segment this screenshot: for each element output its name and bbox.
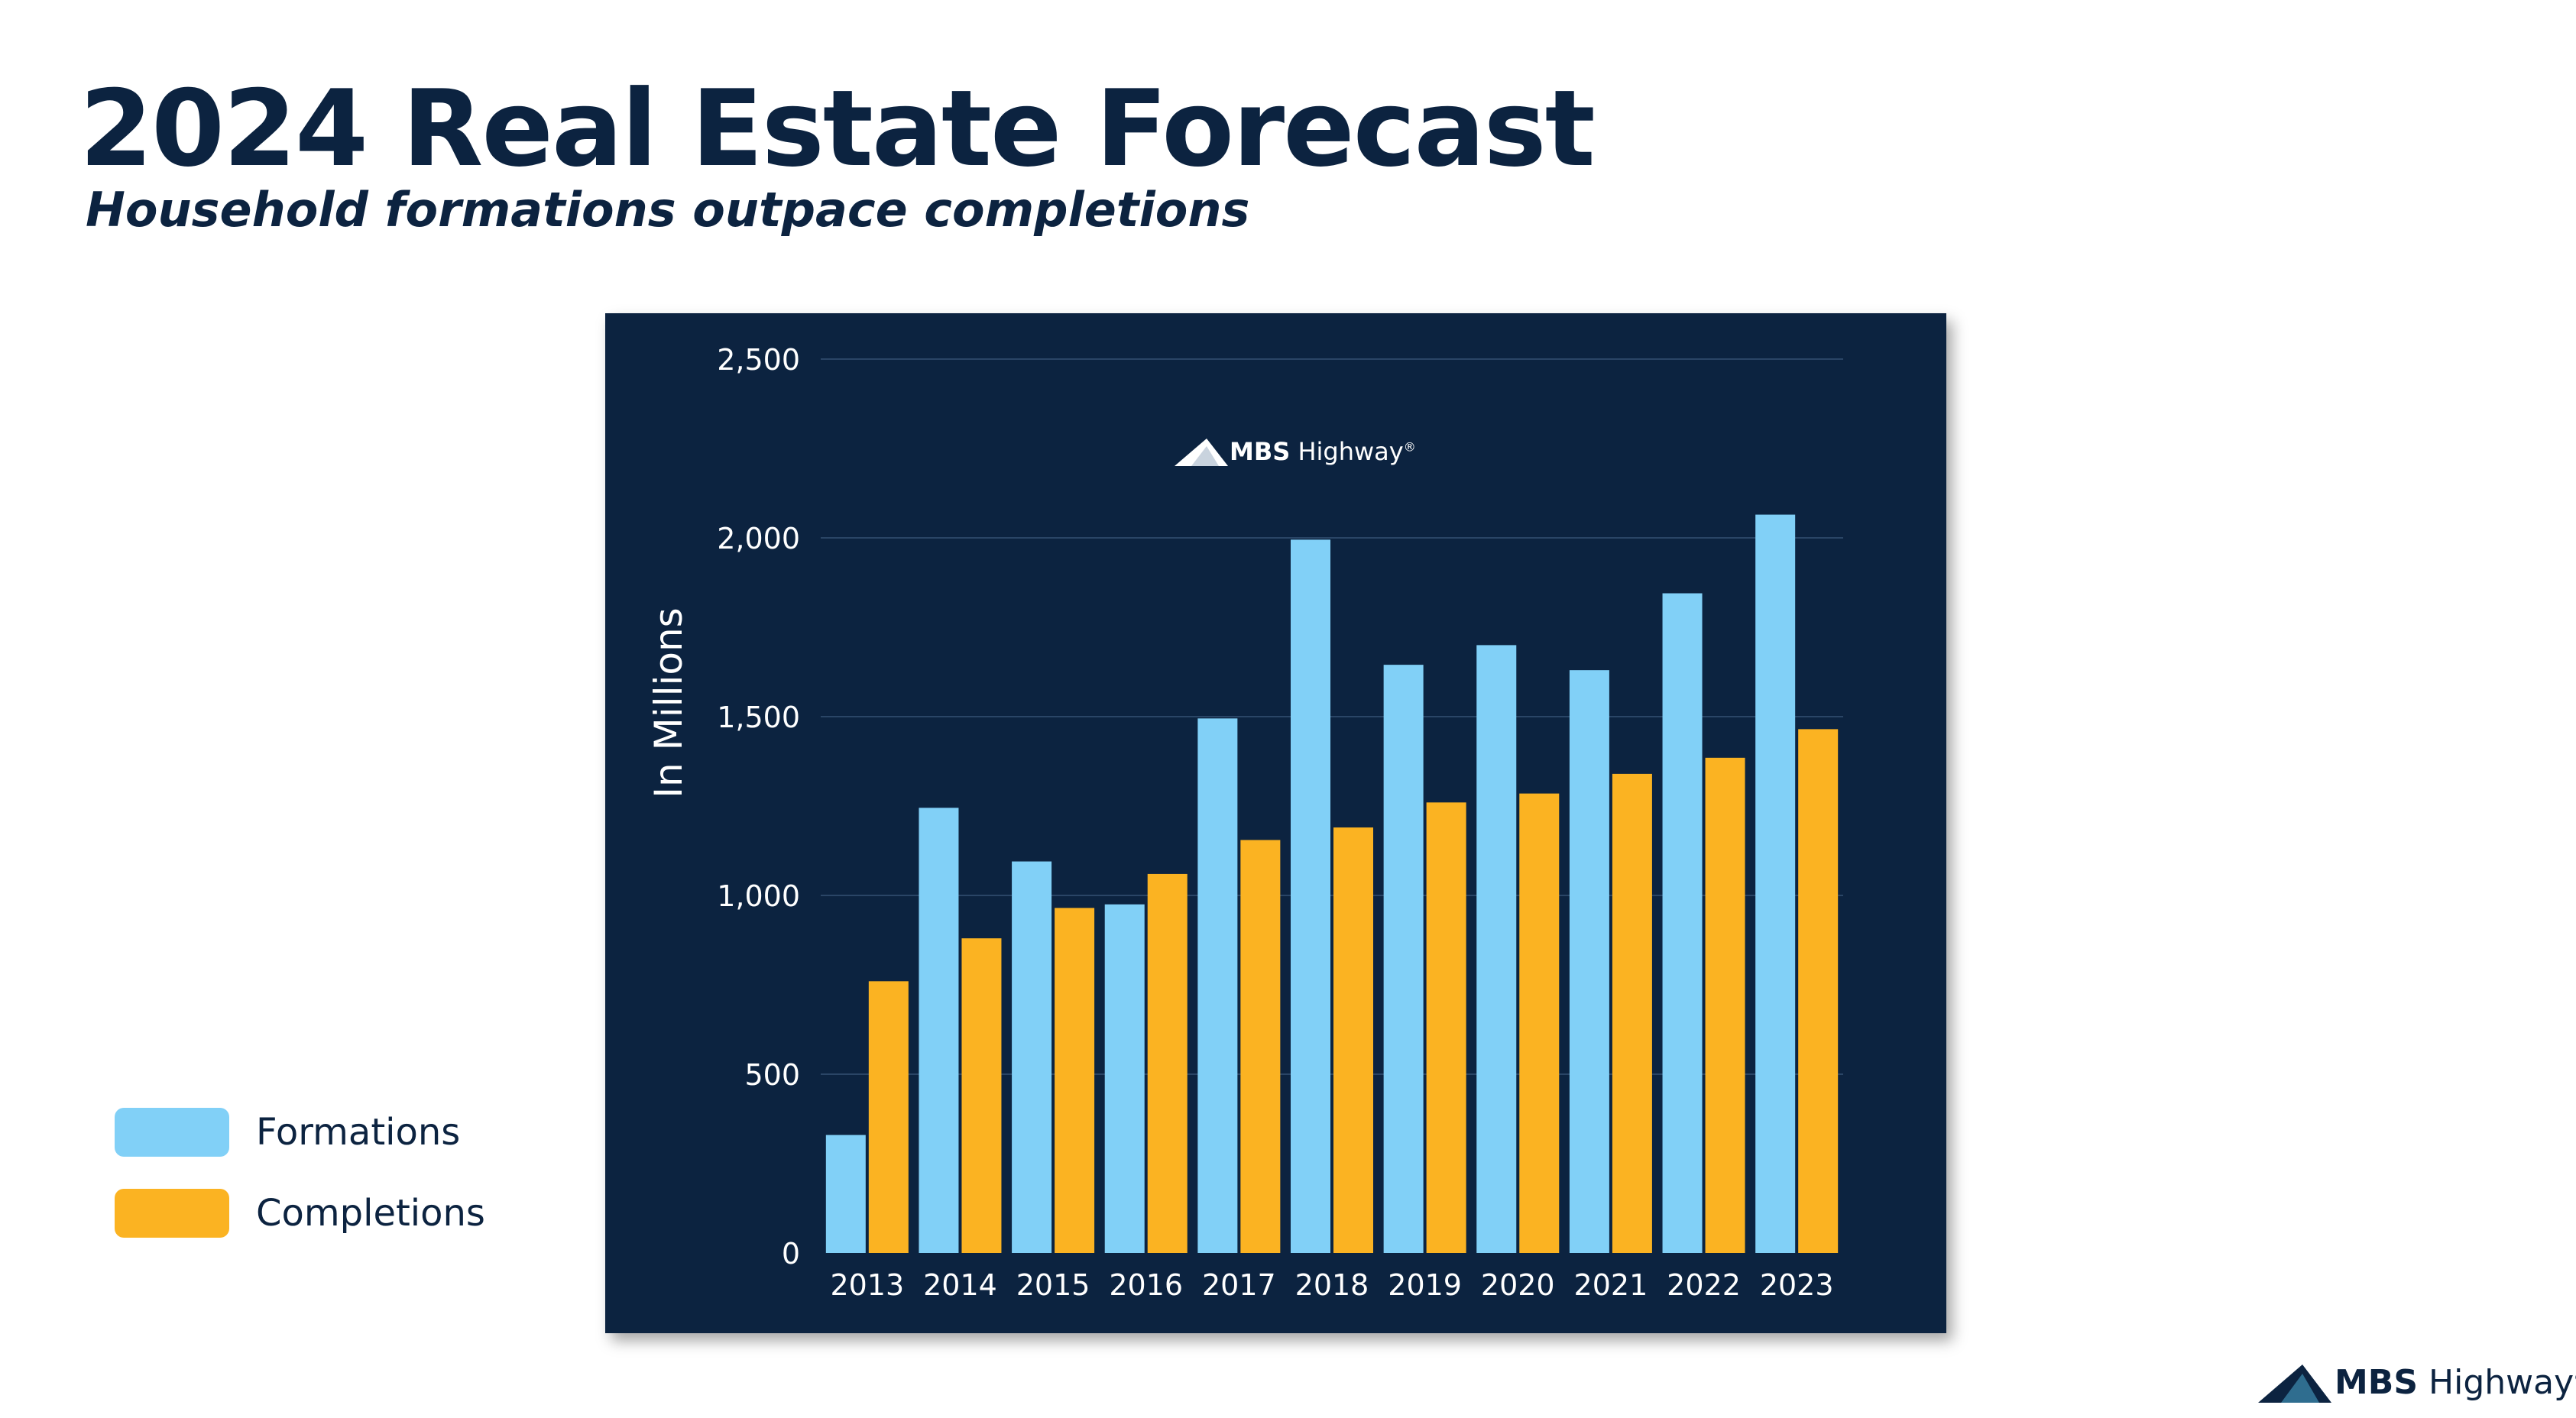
- bar-formations-2015: [1012, 861, 1052, 1253]
- bar-completions-2019: [1426, 802, 1466, 1253]
- y-tick-label: 2,000: [717, 522, 800, 555]
- y-tick-label: 500: [744, 1058, 800, 1092]
- bar-completions-2013: [868, 981, 909, 1253]
- bar-completions-2016: [1147, 873, 1188, 1253]
- mountain-logo-icon: [1175, 439, 1228, 466]
- bar-formations-2013: [825, 1135, 866, 1253]
- bar-completions-2022: [1705, 757, 1745, 1253]
- bar-completions-2018: [1333, 827, 1373, 1253]
- footer-logo-text: MBS Highway®: [2335, 1363, 2576, 1402]
- bar-formations-2018: [1291, 539, 1330, 1253]
- y-tick-label: 1,000: [717, 879, 800, 913]
- x-tick-label: 2014: [923, 1268, 997, 1302]
- bar-completions-2014: [961, 938, 1002, 1253]
- x-tick-label: 2019: [1388, 1268, 1462, 1302]
- y-axis-ticks: 0 500 1,000 1,500 2,000 2,500: [717, 343, 800, 1271]
- y-axis-label: In Millions: [646, 607, 691, 798]
- legend-label-completions: Completions: [256, 1192, 485, 1235]
- chart-logo-text: MBS Highway®: [1230, 437, 1416, 466]
- bar-formations-2021: [1569, 670, 1609, 1253]
- bar-formations-2019: [1383, 665, 1424, 1253]
- legend-swatch-formations: [115, 1108, 229, 1157]
- x-tick-label: 2021: [1574, 1268, 1648, 1302]
- bars: [825, 514, 1839, 1253]
- x-tick-label: 2022: [1667, 1268, 1741, 1302]
- x-tick-label: 2020: [1481, 1268, 1555, 1302]
- x-tick-label: 2018: [1295, 1268, 1369, 1302]
- bar-formations-2022: [1662, 593, 1703, 1253]
- bar-formations-2020: [1476, 645, 1517, 1253]
- bar-formations-2023: [1755, 514, 1796, 1253]
- bar-completions-2015: [1055, 908, 1095, 1253]
- x-tick-label: 2023: [1760, 1268, 1834, 1302]
- y-tick-label: 2,500: [717, 343, 800, 377]
- bar-formations-2017: [1197, 718, 1238, 1253]
- legend-label-formations: Formations: [256, 1111, 461, 1154]
- bar-completions-2017: [1240, 840, 1281, 1253]
- page-title: 2024 Real Estate Forecast: [79, 67, 1596, 190]
- bar-formations-2016: [1104, 904, 1145, 1253]
- bar-formations-2014: [919, 808, 959, 1253]
- legend-swatch-completions: [115, 1189, 229, 1238]
- x-tick-label: 2017: [1202, 1268, 1276, 1302]
- chart-panel: 0 500 1,000 1,500 2,000 2,500 2013 2014 2015 201…: [605, 313, 1946, 1333]
- bar-completions-2021: [1612, 773, 1652, 1253]
- y-tick-label: 0: [782, 1237, 800, 1271]
- mountain-logo-icon: [2258, 1365, 2331, 1403]
- bar-completions-2023: [1798, 729, 1839, 1253]
- bar-completions-2020: [1519, 793, 1560, 1253]
- x-tick-label: 2013: [830, 1268, 904, 1302]
- x-tick-label: 2015: [1016, 1268, 1090, 1302]
- x-axis-ticks: 2013 2014 2015 2016 2017 2018 2019 2020 2021 2022…: [830, 1268, 1833, 1302]
- x-tick-label: 2016: [1109, 1268, 1183, 1302]
- y-tick-label: 1,500: [717, 701, 800, 734]
- page-subtitle: Household formations outpace completions: [86, 182, 1250, 238]
